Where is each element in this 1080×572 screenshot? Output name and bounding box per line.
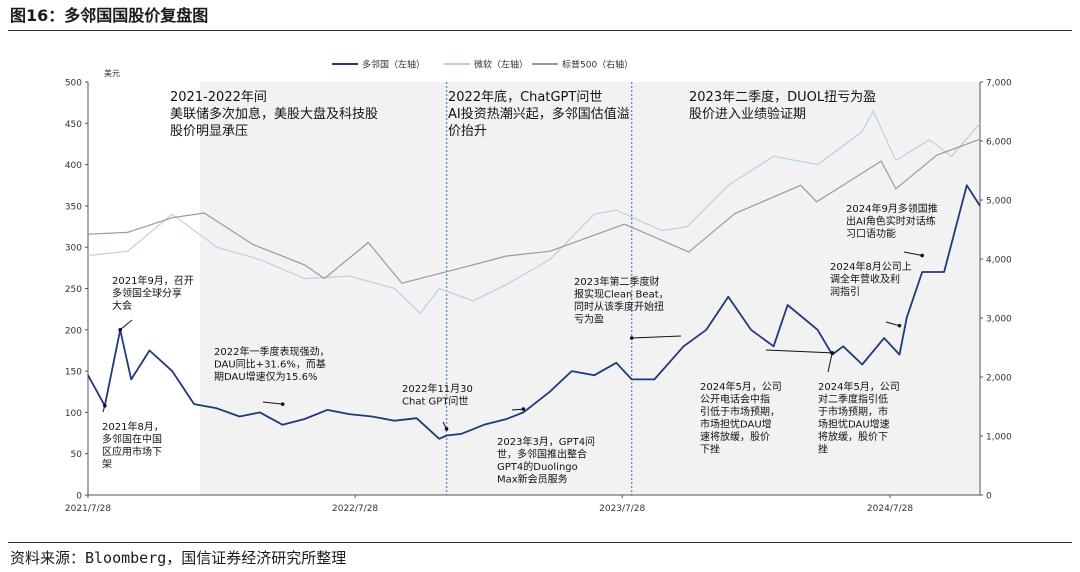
- annotation-arrow-head: [103, 403, 107, 408]
- annotation-line: 2021年9月，召开: [112, 274, 194, 287]
- annotation-line: Max新会员服务: [497, 473, 568, 486]
- annotation-line: 2024年5月，公司: [818, 380, 900, 393]
- annotation-arrow: [827, 352, 833, 373]
- annotation-line: 架: [102, 459, 112, 471]
- legend-label: 多邻国（左轴）: [362, 59, 425, 71]
- x-tick-label: 2024/7/28: [867, 504, 913, 514]
- left-tick-label: 250: [65, 285, 82, 295]
- right-tick-label: 1,000: [986, 433, 1012, 443]
- left-tick-label: 50: [71, 450, 83, 460]
- annotation-arrow-head: [920, 253, 924, 258]
- left-tick-label: 450: [65, 120, 82, 130]
- annotation-line: 2024年9月多领国推: [846, 202, 938, 215]
- annotation-arrow-head: [118, 328, 122, 332]
- top-divider: [8, 30, 1072, 31]
- right-tick-label: 2,000: [986, 374, 1012, 384]
- annotation-arrow: [262, 401, 283, 405]
- annotation-line: 润指引: [830, 285, 860, 298]
- annotation-line: 公开电话会中指: [700, 393, 770, 406]
- left-tick-label: 150: [65, 368, 82, 378]
- annotation-line: 2023年3月，GPT4问: [497, 435, 595, 448]
- series-line-1: [87, 110, 981, 314]
- annotation-line: 世，多邻国推出整合: [497, 448, 587, 461]
- annotation-line: 挫: [818, 443, 828, 456]
- annotation-arrow: [885, 321, 900, 327]
- x-tick-label: 2023/7/28: [599, 504, 645, 514]
- right-tick-label: 0: [986, 492, 992, 502]
- left-tick-label: 100: [65, 409, 82, 419]
- annotation-line: 大会: [112, 299, 132, 312]
- series-line-2: [87, 138, 981, 284]
- x-tick-label: 2021/7/28: [65, 504, 111, 514]
- left-tick-label: 400: [65, 161, 82, 171]
- annotation-arrow: [903, 251, 923, 256]
- annotation-arrow-head: [521, 407, 526, 411]
- series-line-0: [87, 184, 981, 440]
- annotation-line: 出AI角色实时对话练: [846, 215, 936, 228]
- annotation-line: 对二季度指引低: [818, 393, 888, 406]
- annotation-line: 报实现Clean Beat，: [574, 288, 669, 301]
- annotation-line: 速将放缓，股价: [700, 430, 770, 443]
- annotation-arrow: [119, 319, 133, 331]
- annotation-line: 市场担忧DAU增: [700, 418, 772, 431]
- phase-heading-line: 股价明显承压: [170, 124, 248, 139]
- annotation-line: 2023年第二季度财: [574, 275, 659, 288]
- annotation-line: DAU同比+31.6%，而基: [214, 358, 326, 371]
- annotation-line: 2021年8月，: [102, 420, 164, 433]
- annotation-arrow-head: [444, 427, 449, 431]
- phase-heading-line: 2022年底，ChatGPT问世: [448, 89, 602, 105]
- right-tick-label: 7,000: [986, 79, 1012, 89]
- annotation-arrow: [765, 349, 833, 354]
- right-tick-label: 6,000: [986, 138, 1012, 148]
- annotation-line: GPT4的Duolingo: [497, 460, 578, 473]
- right-tick-label: 4,000: [986, 256, 1012, 266]
- price-chart: 0 50 100 150 200 250 300 350 400 450 500 美元 0 1,000 2,…: [65, 59, 1012, 515]
- right-tick-label: 5,000: [986, 197, 1012, 207]
- figure-title: 图16：多邻国国股价复盘图: [10, 6, 209, 25]
- phase-heading-line: 美联储多次加息，美股大盘及科技股: [170, 106, 378, 122]
- plot-shade: [199, 82, 980, 495]
- annotation-line: 期DAU增速仅为15.6%: [214, 370, 317, 383]
- annotation-arrow-head: [830, 351, 834, 355]
- annotation-line: 2024年8月公司上: [830, 260, 912, 273]
- x-tick-label: 2022/7/28: [332, 504, 378, 514]
- left-tick-label: 200: [65, 326, 82, 336]
- annotation-line: 区应用市场下: [102, 445, 162, 458]
- annotation-line: 调全年营收及利: [830, 273, 900, 286]
- phase-heading-line: AI投资热潮兴起，多邻国估值溢: [448, 106, 630, 122]
- annotation-line: 2022年一季度表现强劲，: [214, 345, 329, 358]
- annotation-arrow: [511, 408, 524, 411]
- left-axis-unit: 美元: [104, 68, 120, 78]
- annotation-line: 将放缓，股价下: [818, 430, 888, 443]
- phase-heading-line: 2023年二季度，DUOL扭亏为盈: [689, 89, 876, 105]
- bottom-divider: [8, 542, 1072, 543]
- phase-heading-line: 价抬升: [448, 124, 487, 139]
- left-tick-label: 500: [65, 79, 82, 89]
- annotation-line: 同时从该季度开始扭: [574, 300, 664, 313]
- annotation-line: 习口语功能: [846, 227, 896, 240]
- annotation-line: 2022年11月30: [402, 382, 473, 395]
- annotation-line: 多邻国在中国: [102, 433, 162, 446]
- annotation-line: 2024年5月，公司: [700, 380, 782, 393]
- annotation-line: 场担忧DAU增速: [818, 418, 890, 431]
- annotation-arrow: [631, 335, 682, 339]
- annotation-arrow-head: [629, 336, 634, 340]
- phase-heading-line: 2021-2022年间: [170, 90, 267, 105]
- annotation-line: 引低于市场预期，: [700, 405, 780, 418]
- annotation-arrow-head: [897, 323, 902, 328]
- legend-label: 标普500（右轴）: [562, 59, 633, 71]
- annotation-line: Chat GPT问世: [402, 395, 468, 408]
- legend-label: 微软（左轴）: [474, 59, 528, 71]
- left-tick-label: 350: [65, 202, 82, 212]
- annotation-line: 下挫: [700, 443, 720, 456]
- source-note: 资料来源：Bloomberg，国信证券经济研究所整理: [10, 549, 347, 567]
- left-tick-label: 0: [76, 492, 82, 502]
- annotation-line: 多领国全球分享: [112, 287, 182, 300]
- right-tick-label: 3,000: [986, 315, 1012, 325]
- phase-heading-line: 股价进入业绩验证期: [689, 106, 806, 122]
- annotation-arrow-head: [280, 402, 285, 406]
- annotation-line: 亏为盈: [574, 314, 604, 326]
- left-tick-label: 300: [65, 244, 82, 254]
- annotation-line: 于市场预期，市: [818, 405, 888, 418]
